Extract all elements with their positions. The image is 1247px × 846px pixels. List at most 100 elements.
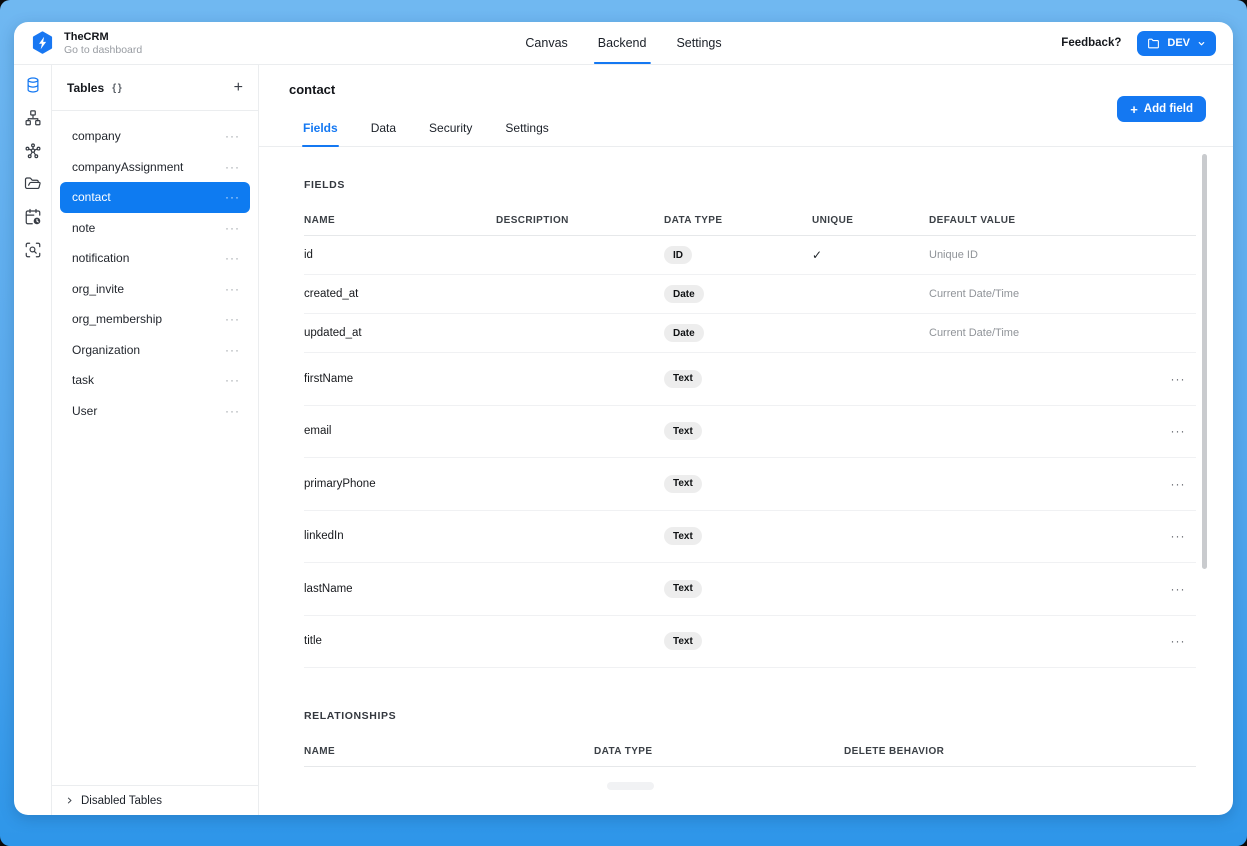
sidebar-item-table-task[interactable]: task ···	[60, 365, 250, 396]
field-row-lastName[interactable]: lastName Text ···	[304, 563, 1196, 616]
sidebar-item-table-User[interactable]: User ···	[60, 396, 250, 427]
rail-item-database[interactable]	[24, 76, 42, 94]
sidebar-item-table-Organization[interactable]: Organization ···	[60, 335, 250, 366]
nav-tab-settings[interactable]: Settings	[676, 36, 722, 50]
field-data-type-cell: Text	[664, 474, 812, 493]
field-row-id[interactable]: id ID ✓ Unique ID	[304, 236, 1196, 275]
field-data-type-cell: Date	[664, 285, 812, 303]
field-row-created_at[interactable]: created_at Date Current Date/Time	[304, 275, 1196, 314]
network-icon	[24, 142, 42, 160]
field-row-email[interactable]: email Text ···	[304, 406, 1196, 458]
chevron-right-icon	[67, 797, 72, 804]
tab-fields[interactable]: Fields	[302, 113, 339, 147]
rail-item-network[interactable]	[24, 142, 42, 160]
row-menu-icon[interactable]: ···	[1170, 634, 1186, 649]
data-type-badge: ID	[664, 246, 692, 264]
field-row-firstName[interactable]: firstName Text ···	[304, 353, 1196, 406]
data-type-badge: Text	[664, 579, 702, 598]
row-menu-icon[interactable]: ···	[1170, 371, 1186, 386]
add-field-label: Add field	[1143, 103, 1193, 115]
table-detail-tabs: Fields Data Security Settings	[259, 113, 1233, 147]
sidebar-item-table-org_membership[interactable]: org_membership ···	[60, 304, 250, 335]
sidebar-item-table-notification[interactable]: notification ···	[60, 243, 250, 274]
field-name: primaryPhone	[304, 477, 376, 490]
data-type-badge: Text	[664, 422, 702, 441]
field-row-title[interactable]: title Text ···	[304, 616, 1196, 668]
brand-text: TheCRM Go to dashboard	[64, 31, 142, 56]
more-icon[interactable]: ···	[225, 312, 240, 327]
app-brand[interactable]: TheCRM Go to dashboard	[31, 31, 142, 56]
more-icon[interactable]: ···	[225, 159, 240, 174]
row-menu-icon[interactable]: ···	[1170, 529, 1186, 544]
column-header-data-type: DATA TYPE	[664, 214, 723, 226]
more-icon[interactable]: ···	[225, 129, 240, 144]
table-name: User	[72, 403, 98, 418]
more-icon[interactable]: ···	[225, 281, 240, 296]
relationships-table-header: NAME DATA TYPE DELETE BEHAVIOR	[304, 736, 1196, 767]
rel-column-header-name: NAME	[304, 745, 336, 757]
sidebar-item-table-contact[interactable]: contact ···	[60, 182, 250, 213]
rail-item-sitemap[interactable]	[24, 109, 42, 127]
env-dropdown-button[interactable]: DEV	[1137, 30, 1216, 56]
field-name: created_at	[304, 288, 359, 300]
more-icon[interactable]: ···	[225, 251, 240, 266]
field-name: title	[304, 635, 322, 648]
feedback-link[interactable]: Feedback?	[1061, 37, 1122, 49]
tab-settings[interactable]: Settings	[505, 121, 549, 135]
app-logo-icon	[32, 30, 53, 54]
field-row-linkedIn[interactable]: linkedIn Text ···	[304, 511, 1196, 563]
top-header: TheCRM Go to dashboard Canvas Backend Sett…	[14, 22, 1233, 65]
column-header-unique: UNIQUE	[812, 214, 854, 226]
field-data-type-cell: Text	[664, 632, 812, 651]
more-icon[interactable]: ···	[225, 220, 240, 235]
vertical-scrollbar-thumb[interactable]	[1202, 154, 1207, 569]
add-table-button[interactable]: +	[233, 78, 243, 96]
row-menu-icon[interactable]: ···	[1170, 424, 1186, 439]
field-name: updated_at	[304, 327, 362, 339]
field-default-value: Current Date/Time	[929, 288, 1020, 300]
sidebar-item-table-company[interactable]: company ···	[60, 121, 250, 152]
top-nav-tabs: Canvas Backend Settings	[510, 22, 736, 64]
data-type-badge: Date	[664, 324, 704, 342]
sidebar-item-table-note[interactable]: note ···	[60, 213, 250, 244]
sitemap-icon	[24, 109, 42, 127]
row-menu-icon[interactable]: ···	[1170, 476, 1186, 491]
field-name: id	[304, 249, 313, 261]
field-name: lastName	[304, 582, 353, 595]
folder-icon	[24, 175, 42, 193]
header-right: Feedback? DEV	[1061, 30, 1216, 56]
rail-item-folder[interactable]	[24, 175, 42, 193]
disabled-tables-label: Disabled Tables	[81, 794, 162, 807]
tab-security[interactable]: Security	[429, 121, 473, 135]
go-to-dashboard-link[interactable]: Go to dashboard	[64, 43, 143, 56]
sidebar-item-table-companyAssignment[interactable]: companyAssignment ···	[60, 152, 250, 183]
more-icon[interactable]: ···	[225, 373, 240, 388]
data-type-badge: Text	[664, 474, 702, 493]
database-icon	[24, 76, 42, 94]
field-data-type-cell: ID	[664, 246, 812, 264]
fields-content: FIELDS NAME DESCRIPTION DATA TYPE UNIQUE DEF…	[259, 147, 1233, 815]
sidebar-title: Tables	[67, 80, 105, 95]
field-name: email	[304, 425, 332, 438]
data-type-badge: Date	[664, 285, 704, 303]
field-row-updated_at[interactable]: updated_at Date Current Date/Time	[304, 314, 1196, 353]
field-name: linkedIn	[304, 530, 344, 543]
nav-tab-backend[interactable]: Backend	[583, 22, 662, 64]
rail-item-scan-search[interactable]	[24, 241, 42, 259]
rail-item-calendar-clock[interactable]	[24, 208, 42, 226]
rel-column-header-delete-behavior: DELETE BEHAVIOR	[844, 745, 945, 757]
tab-data[interactable]: Data	[370, 121, 397, 135]
more-icon[interactable]: ···	[225, 403, 240, 418]
data-type-badge: Text	[664, 527, 702, 546]
sidebar-item-table-org_invite[interactable]: org_invite ···	[60, 274, 250, 305]
more-icon[interactable]: ···	[225, 342, 240, 357]
table-title: contact	[289, 82, 336, 97]
row-menu-icon[interactable]: ···	[1170, 581, 1186, 596]
code-braces-icon[interactable]: {}	[112, 81, 124, 94]
field-row-primaryPhone[interactable]: primaryPhone Text ···	[304, 458, 1196, 511]
disabled-tables-toggle[interactable]: Disabled Tables	[52, 785, 258, 815]
nav-tab-canvas[interactable]: Canvas	[525, 36, 568, 50]
add-field-button[interactable]: + Add field	[1117, 96, 1206, 122]
field-data-type-cell: Text	[664, 422, 812, 441]
more-icon[interactable]: ···	[225, 190, 240, 205]
